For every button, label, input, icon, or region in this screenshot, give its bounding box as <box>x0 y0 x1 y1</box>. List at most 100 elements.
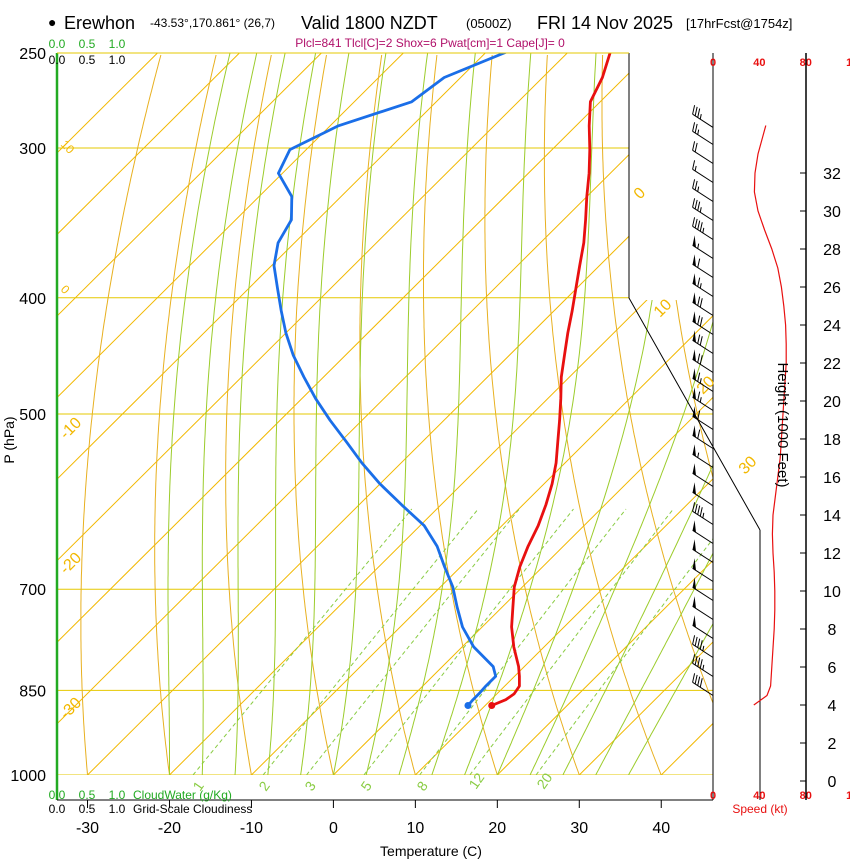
moist-adiabat-line <box>300 53 350 775</box>
wind-speed-top-tick: 12 <box>846 57 850 69</box>
cloud-top-label: 0.0 <box>49 37 66 51</box>
cloud-cover-tick: 0.5 <box>79 802 96 816</box>
wind-barb <box>692 254 714 278</box>
moist-adiabat-line <box>234 53 286 775</box>
dry-adiabat-line <box>80 54 162 775</box>
wind-barb <box>692 425 714 449</box>
dewpoint-profile-surface-dot <box>464 702 472 710</box>
mixing-ratio-line <box>192 508 413 775</box>
station-name: Erewhon <box>64 13 135 33</box>
x-tick-label: -10 <box>240 820 263 837</box>
wind-barb <box>692 198 714 221</box>
pressure-tick-label: 250 <box>19 46 46 63</box>
wind-panel-edge <box>628 53 761 531</box>
x-tick-label: 40 <box>652 820 670 837</box>
wind-barb <box>692 502 714 525</box>
temperature-profile <box>491 53 612 707</box>
wind-speed-top-tick: 0 <box>710 57 716 69</box>
wind-speed-bottom-tick: 12 <box>846 790 850 802</box>
height-tick-label: 30 <box>823 204 841 221</box>
pressure-tick-label: 400 <box>19 291 46 308</box>
moist-adiabat-line <box>398 53 476 775</box>
isotherm-line <box>578 641 713 775</box>
x-tick-label: 20 <box>488 820 506 837</box>
wind-barb <box>692 179 714 202</box>
wind-barb <box>692 635 714 658</box>
station-bullet: ● <box>48 14 56 30</box>
moist-adiabat-line <box>332 53 387 775</box>
height-tick-label: 22 <box>823 356 841 373</box>
utc-time: (0500Z) <box>466 16 512 31</box>
cloud-water-tick: 1.0 <box>109 788 126 802</box>
x-tick-label: 10 <box>406 820 424 837</box>
wind-barb <box>692 387 714 411</box>
moist-adiabat-line <box>167 53 231 775</box>
moist-adiabat-line <box>562 463 713 775</box>
x-tick-label: 0 <box>329 820 338 837</box>
height-tick-label: 28 <box>823 242 841 259</box>
height-tick-label: 2 <box>828 736 837 753</box>
x-axis-label: Temperature (C) <box>380 843 482 859</box>
height-tick-label: 18 <box>823 432 841 449</box>
wind-barb <box>692 673 714 696</box>
wind-barb <box>692 311 714 335</box>
moist-adiabat-line <box>267 53 317 775</box>
mixing-ratio-line <box>419 508 627 775</box>
y-axis-label: P (hPa) <box>1 416 17 463</box>
cloud-water-tick: 0.5 <box>79 788 96 802</box>
dry-adiabat-line <box>484 54 580 775</box>
wind-speed-top-tick: 40 <box>753 57 765 69</box>
dry-adiabat-line <box>423 54 498 775</box>
height-tick-label: 32 <box>823 166 841 183</box>
cloud-top-label-black: 0.5 <box>79 53 96 67</box>
x-tick-label: -20 <box>158 820 181 837</box>
pressure-tick-label: 500 <box>19 407 46 424</box>
cloud-cover-tick: 0.0 <box>49 802 66 816</box>
wind-barb <box>692 235 714 259</box>
wind-barb <box>692 520 714 544</box>
wind-barb <box>692 577 714 601</box>
wind-speed-label: Speed (kt) <box>732 802 787 816</box>
mixing-ratio-line <box>363 508 574 775</box>
mixing-ratio-line <box>306 508 520 775</box>
sounding-params: Plcl=841 Tlcl[C]=2 Shox=6 Pwat[cm]=1 Cap… <box>295 36 565 50</box>
mixing-ratio-line <box>469 508 674 775</box>
wind-barb <box>692 217 714 240</box>
cloud-top-label: 1.0 <box>109 37 126 51</box>
wind-barb <box>692 444 714 468</box>
x-tick-label: 30 <box>570 820 588 837</box>
height-tick-label: 12 <box>823 546 841 563</box>
wind-speed-bottom-tick: 40 <box>753 790 765 802</box>
pressure-tick-label: 700 <box>19 582 46 599</box>
isotherm-line <box>57 53 404 399</box>
height-tick-label: 4 <box>828 698 837 715</box>
wind-barb <box>692 141 714 164</box>
forecast-info: [17hrFcst@1754z] <box>686 16 792 31</box>
wind-barb <box>692 122 714 145</box>
dry-adiabat-line <box>293 54 334 775</box>
station-coords: -43.53°,170.861° (26,7) <box>150 16 275 30</box>
wind-barb <box>692 330 714 354</box>
cloud-cover-tick: 1.0 <box>109 802 126 816</box>
dry-adiabat-line <box>359 54 416 775</box>
wind-barb <box>692 482 714 506</box>
x-tick-label: -30 <box>76 820 99 837</box>
cloud-water-tick: 0.0 <box>49 788 66 802</box>
cloud-top-label-black: 1.0 <box>109 53 126 67</box>
height-tick-label: 8 <box>828 622 837 639</box>
mixing-ratio-line <box>535 537 713 775</box>
temperature-profile-surface-dot <box>488 702 496 710</box>
moist-adiabat-line <box>628 622 713 775</box>
wind-barb <box>692 160 714 183</box>
height-tick-label: 24 <box>823 318 841 335</box>
wind-barb <box>692 615 714 639</box>
cloud-water-label: CloudWater (g/Kg) <box>133 788 232 802</box>
moist-adiabat-line <box>365 53 429 775</box>
mixing-ratio-line <box>262 508 479 775</box>
wind-barb <box>692 539 714 563</box>
upper-right-mask <box>629 53 713 300</box>
cloud-top-label: 0.5 <box>79 37 96 51</box>
wind-barb <box>692 273 714 297</box>
height-tick-label: 26 <box>823 280 841 297</box>
